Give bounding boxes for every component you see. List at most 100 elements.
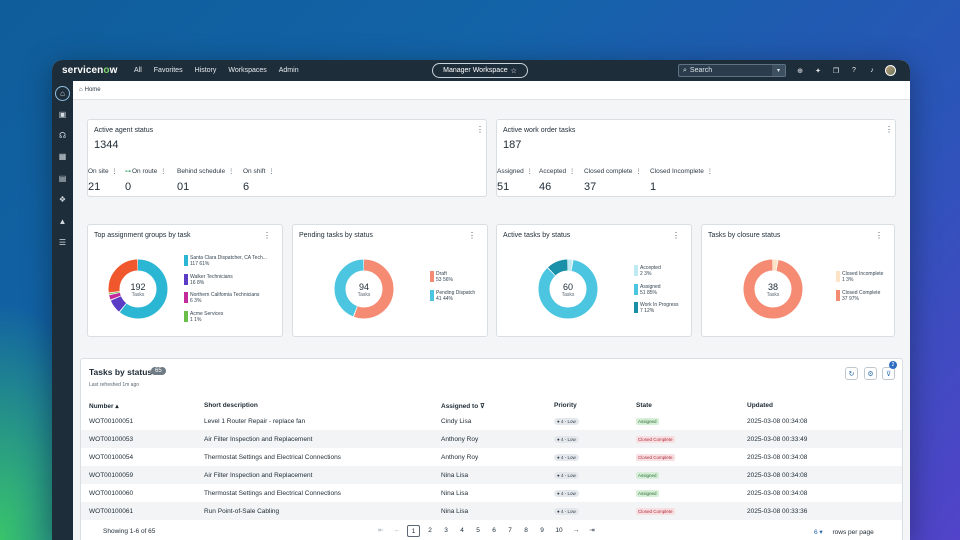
team-icon[interactable]: ❖ (58, 195, 67, 204)
home-icon[interactable]: ⌂ (55, 86, 70, 101)
donut-segment[interactable] (334, 259, 394, 319)
page-button[interactable]: 7 (508, 527, 512, 534)
legend-item[interactable]: Walker Technicians 16 8% (184, 273, 280, 287)
headset-icon[interactable]: ☊ (58, 131, 67, 140)
donut-segment[interactable] (538, 259, 598, 319)
clipboard-icon[interactable]: ▤ (58, 174, 67, 183)
chevron-down-icon[interactable]: ▾ (772, 65, 785, 76)
first-page-icon[interactable]: ⇤ (378, 527, 384, 534)
donut-segment[interactable] (743, 259, 803, 319)
assigned-to-link[interactable]: Nina Lisa (441, 502, 554, 520)
prev-page-icon[interactable]: ← (393, 527, 401, 534)
pin-icon[interactable]: ✦ (815, 67, 821, 75)
legend-item[interactable]: Closed Complete 37 97% (836, 289, 894, 303)
breadcrumb-home[interactable]: Home (84, 87, 101, 93)
dispatch-icon[interactable]: ▣ (58, 110, 67, 119)
legend-item[interactable]: Acme Services 1 1% (184, 310, 280, 324)
last-page-icon[interactable]: ⇥ (589, 527, 595, 534)
chat-icon[interactable]: ❐ (832, 67, 840, 75)
column-header-state[interactable]: State (636, 402, 652, 409)
nav-history[interactable]: History (194, 67, 217, 74)
task-number-link[interactable]: WOT00100060 (89, 489, 134, 497)
page-button[interactable]: 5 (476, 527, 480, 534)
page-button[interactable]: 10 (555, 527, 563, 534)
user-avatar[interactable] (885, 65, 896, 76)
calendar-icon[interactable]: ▦ (58, 152, 67, 161)
page-button[interactable]: 4 (460, 527, 464, 534)
table-row[interactable]: WOT00100054 Thermostat Settings and Elec… (81, 448, 902, 466)
page-button[interactable]: 6 (492, 527, 496, 534)
settings-button[interactable]: ⚙ (864, 367, 877, 380)
legend-item[interactable]: Pending Dispatch 41 44% (430, 289, 486, 303)
help-icon[interactable]: ? (852, 67, 856, 74)
bell-icon[interactable]: ♪ (870, 67, 874, 74)
column-header-updated[interactable]: Updated (747, 402, 773, 409)
nav-workspaces[interactable]: Workspaces (228, 67, 267, 74)
table-row[interactable]: WOT00100060 Thermostat Settings and Elec… (81, 484, 902, 502)
top-nav-bar: servicenow All Favorites History Workspa… (52, 60, 910, 81)
more-icon[interactable]: ⋮ (875, 231, 883, 240)
updated-cell: 2025-03-08 00:34:08 (747, 417, 808, 425)
page-button[interactable]: 8 (524, 527, 528, 534)
legend-item[interactable]: Accepted 2 3% (634, 265, 690, 278)
legend-item[interactable]: Santa Clara Dispatcher, CA Tech... 117 61… (184, 255, 280, 268)
next-page-icon[interactable]: → (572, 527, 580, 534)
column-header-description[interactable]: Short description (204, 402, 258, 409)
filter-button[interactable]: ⊽ (882, 367, 895, 380)
priority-cell: ● 4 - Low (554, 502, 636, 520)
table-row[interactable]: WOT00100053 Air Filter Inspection and Re… (81, 430, 902, 448)
servicenow-logo[interactable]: servicenow (62, 65, 118, 76)
task-number-link[interactable]: WOT00100061 (81, 502, 204, 520)
table-row[interactable]: WOT00100061 Run Point-of-Sale Cabling Ni… (81, 502, 902, 520)
task-number-link[interactable]: WOT00100053 (81, 430, 204, 448)
task-number-link[interactable]: WOT00100051 (89, 417, 134, 425)
donut-segment[interactable] (538, 259, 598, 319)
more-icon[interactable]: ⋮ (468, 231, 476, 240)
star-icon[interactable]: ☆ (510, 67, 517, 75)
nav-admin[interactable]: Admin (278, 67, 299, 74)
refresh-button[interactable]: ↻ (845, 367, 858, 380)
task-number-link[interactable]: WOT00100054 (89, 453, 134, 461)
more-icon[interactable]: ⋮ (476, 125, 484, 134)
column-header-priority[interactable]: Priority (554, 402, 577, 409)
page-button[interactable]: 2 (428, 527, 432, 534)
legend-swatch (836, 271, 840, 282)
more-icon[interactable]: ⋮ (672, 231, 680, 240)
column-header-assigned[interactable]: Assigned to ⊽ (441, 402, 485, 410)
graduation-icon[interactable]: ▲ (58, 217, 67, 226)
column-header-number[interactable]: Number ▴ (89, 402, 119, 410)
legend-item[interactable]: Draft 53 56% (430, 271, 486, 284)
assigned-to-link[interactable]: Cindy Lisa (441, 417, 472, 425)
assigned-to-link[interactable]: Nina Lisa (441, 489, 469, 497)
state-badge: Assigned (636, 417, 659, 425)
page-button[interactable]: 9 (540, 527, 544, 534)
legend-item[interactable]: Work In Progress 7 12% (634, 302, 690, 315)
task-number-link[interactable]: WOT00100059 (81, 466, 204, 484)
more-icon[interactable]: ⋮ (885, 125, 893, 134)
assigned-to-link[interactable]: Nina Lisa (441, 466, 554, 484)
workspace-selector[interactable]: Manager Workspace ☆ (432, 63, 528, 78)
donut-segment[interactable] (108, 259, 168, 319)
table-row[interactable]: WOT00100059 Air Filter Inspection and Re… (81, 466, 902, 484)
page-button[interactable]: 3 (444, 527, 448, 534)
rows-per-page-select[interactable]: 6 ▾ (814, 529, 823, 536)
nav-all[interactable]: All (134, 67, 142, 74)
assigned-to-link[interactable]: Anthony Roy (441, 453, 479, 461)
page-button-current[interactable]: 1 (407, 525, 420, 537)
legend-item[interactable]: Northern California Technicians 6 3% (184, 292, 280, 305)
list-icon[interactable]: ☰ (58, 238, 67, 247)
assigned-to-link[interactable]: Anthony Roy (441, 430, 554, 448)
globe-icon[interactable]: ⊕ (797, 67, 803, 75)
home-small-icon[interactable]: ⌂ (79, 87, 83, 93)
legend-item[interactable]: Closed Incomplete 1 3% (836, 271, 894, 284)
nav-favorites[interactable]: Favorites (153, 67, 183, 74)
more-icon[interactable]: ⋮ (263, 231, 271, 240)
metric-value-behind: 01 (177, 181, 190, 193)
legend-item[interactable]: Assigned 51 85% (634, 283, 690, 297)
search-input[interactable]: ⌕ Search ▾ (678, 64, 786, 77)
table-row[interactable]: WOT00100051 Level 1 Router Repair - repl… (81, 412, 902, 430)
